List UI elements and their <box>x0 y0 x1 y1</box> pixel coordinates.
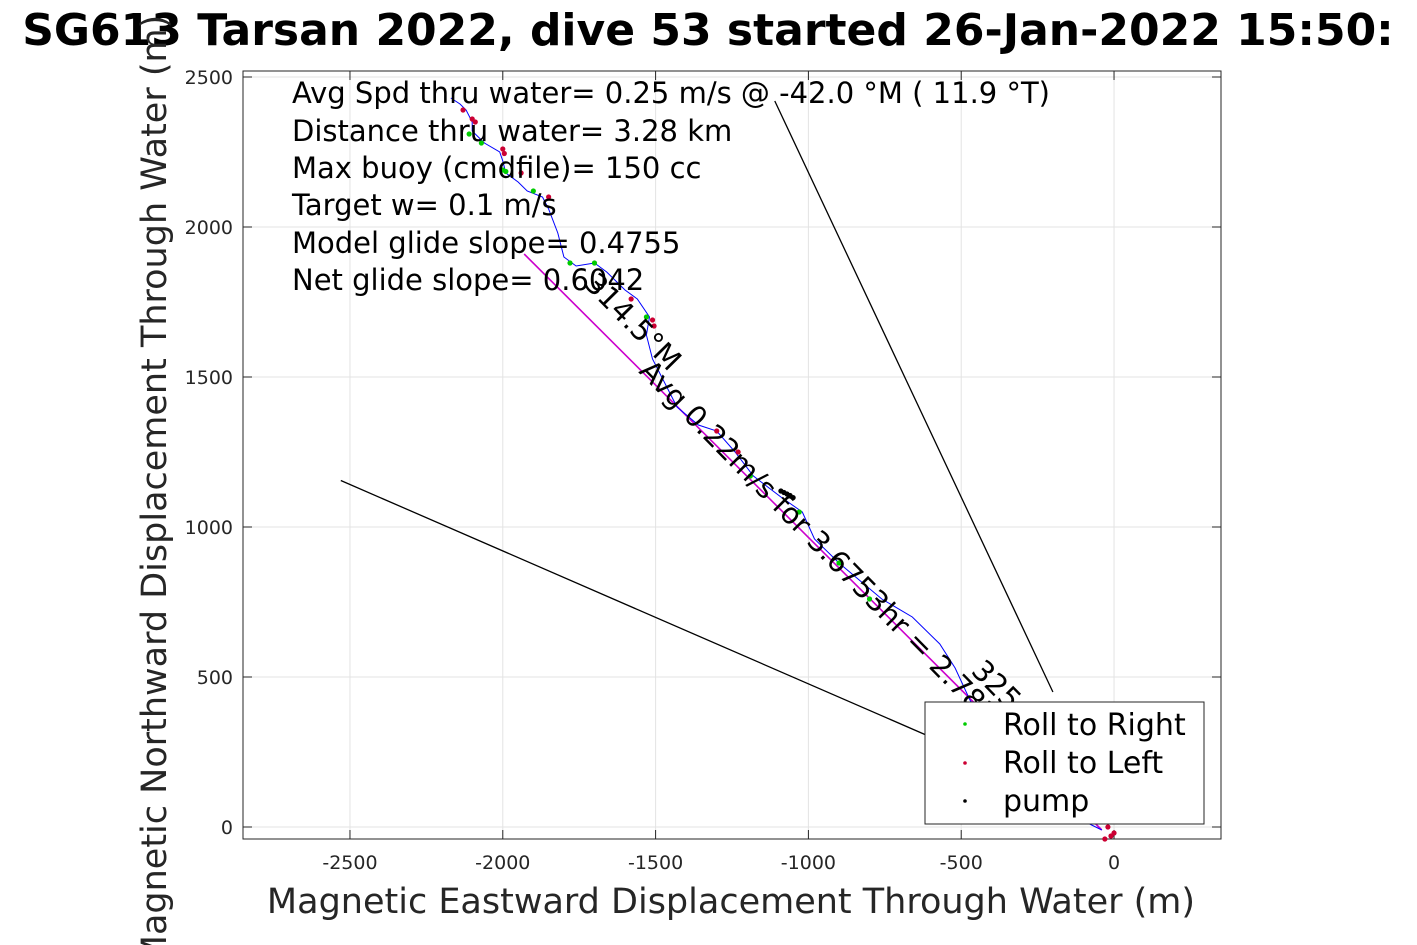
y-tick-label: 2000 <box>185 217 233 239</box>
x-tick-label: -1000 <box>781 852 836 874</box>
y-tick-label: 1000 <box>185 517 233 539</box>
roll-right-marker <box>478 140 484 146</box>
roll-right-marker <box>567 260 573 266</box>
roll-left-marker <box>472 119 478 125</box>
pump-marker <box>790 495 796 501</box>
y-axis-label: Magnetic Northward Displacement Through … <box>135 15 175 945</box>
roll-left-marker <box>649 317 656 323</box>
legend-marker-pump <box>963 799 967 803</box>
plot-area-frame <box>242 70 1222 840</box>
x-tick-label: -2500 <box>322 852 377 874</box>
roll-left-marker <box>500 146 506 152</box>
x-tick-label: -500 <box>940 852 983 874</box>
grid <box>243 71 1221 839</box>
legend-marker-roll-left <box>963 761 967 765</box>
roll-right-marker <box>591 260 598 266</box>
roll-left-marker <box>1102 836 1108 842</box>
roll-right-marker <box>796 509 802 515</box>
legend: Roll to Right Roll to Left pump <box>924 701 1205 825</box>
chart-title: SG613 Tarsan 2022, dive 53 started 26-Ja… <box>22 5 1394 56</box>
roll-right-marker <box>466 131 472 137</box>
y-tick-label: 500 <box>197 667 233 689</box>
legend-box <box>924 701 1205 825</box>
y-tick-label: 2500 <box>185 67 233 89</box>
annotations: Avg Spd thru water= 0.25 m/s @ -42.0 °M … <box>291 76 1075 776</box>
y-tick-label: 1500 <box>185 367 233 389</box>
roll-right-marker <box>747 473 753 479</box>
legend-label-roll-right: Roll to Right <box>1003 708 1186 743</box>
roll-left-marker <box>501 150 507 157</box>
x-axis-label: Magnetic Eastward Displacement Through W… <box>267 882 1195 922</box>
annotation-avg-speed: Avg Spd thru water= 0.25 m/s @ -42.0 °M … <box>292 76 1050 110</box>
legend-label-pump: pump <box>1003 784 1089 819</box>
annotation-max-buoy: Max buoy (cmdfile)= 150 cc <box>292 151 701 185</box>
y-tick-label: 0 <box>221 817 233 839</box>
roll-left-marker <box>628 296 634 302</box>
x-tick-label: -2000 <box>475 852 530 874</box>
annotation-model-glide: Model glide slope= 0.4755 <box>292 226 680 260</box>
roll-left-marker <box>714 428 720 434</box>
roll-right-marker <box>503 168 509 175</box>
legend-marker-roll-right <box>963 722 967 726</box>
roll-left-marker <box>651 323 657 329</box>
roll-right-marker <box>530 188 536 194</box>
roll-left-marker <box>546 194 552 200</box>
roll-left-marker <box>735 449 741 455</box>
current-line-2 <box>340 479 931 738</box>
glider-track-line <box>450 97 1103 831</box>
axis-ticks: -2500 -2000 -1500 -1000 -500 0 0 500 1000 1500 200… <box>185 67 1221 874</box>
roll-right-marker <box>866 596 873 602</box>
annotation-distance: Distance thru water= 3.28 km <box>292 114 732 148</box>
roll-right-marker <box>643 314 650 320</box>
roll-left-marker <box>1108 833 1114 839</box>
x-tick-label: -1500 <box>628 852 683 874</box>
roll-left-marker <box>518 170 524 176</box>
annotation-target-w: Target w= 0.1 m/s <box>291 188 557 222</box>
roll-left-marker <box>1105 824 1111 830</box>
legend-label-roll-left: Roll to Left <box>1003 746 1163 781</box>
current-line-1 <box>774 100 1054 693</box>
roll-left-marker <box>460 107 466 113</box>
annotation-net-glide: Net glide slope= 0.6042 <box>292 263 644 297</box>
roll-right-marker <box>836 560 842 566</box>
x-tick-label: 0 <box>1108 852 1120 874</box>
